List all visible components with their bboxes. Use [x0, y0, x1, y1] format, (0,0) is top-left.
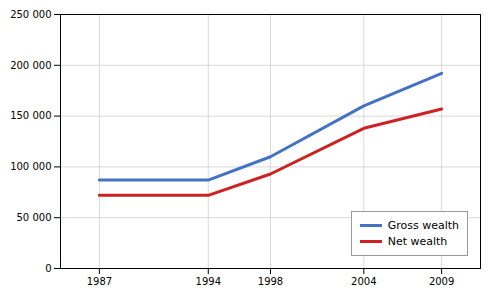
- svg-text:1994: 1994: [196, 276, 221, 287]
- svg-text:100 000: 100 000: [10, 161, 51, 172]
- svg-text:250 000: 250 000: [10, 9, 51, 20]
- svg-text:1998: 1998: [258, 276, 283, 287]
- svg-text:2009: 2009: [429, 276, 454, 287]
- svg-text:1987: 1987: [87, 276, 112, 287]
- html-text:Gross wealth: Gross wealth: [387, 219, 459, 232]
- svg-text:2004: 2004: [351, 276, 376, 287]
- svg-text:150 000: 150 000: [10, 110, 51, 121]
- svg-text:0: 0: [45, 263, 51, 274]
- svg-text:200 000: 200 000: [10, 60, 51, 71]
- html-text:Net wealth: Net wealth: [387, 235, 448, 248]
- svg-text:50 000: 50 000: [17, 212, 52, 223]
